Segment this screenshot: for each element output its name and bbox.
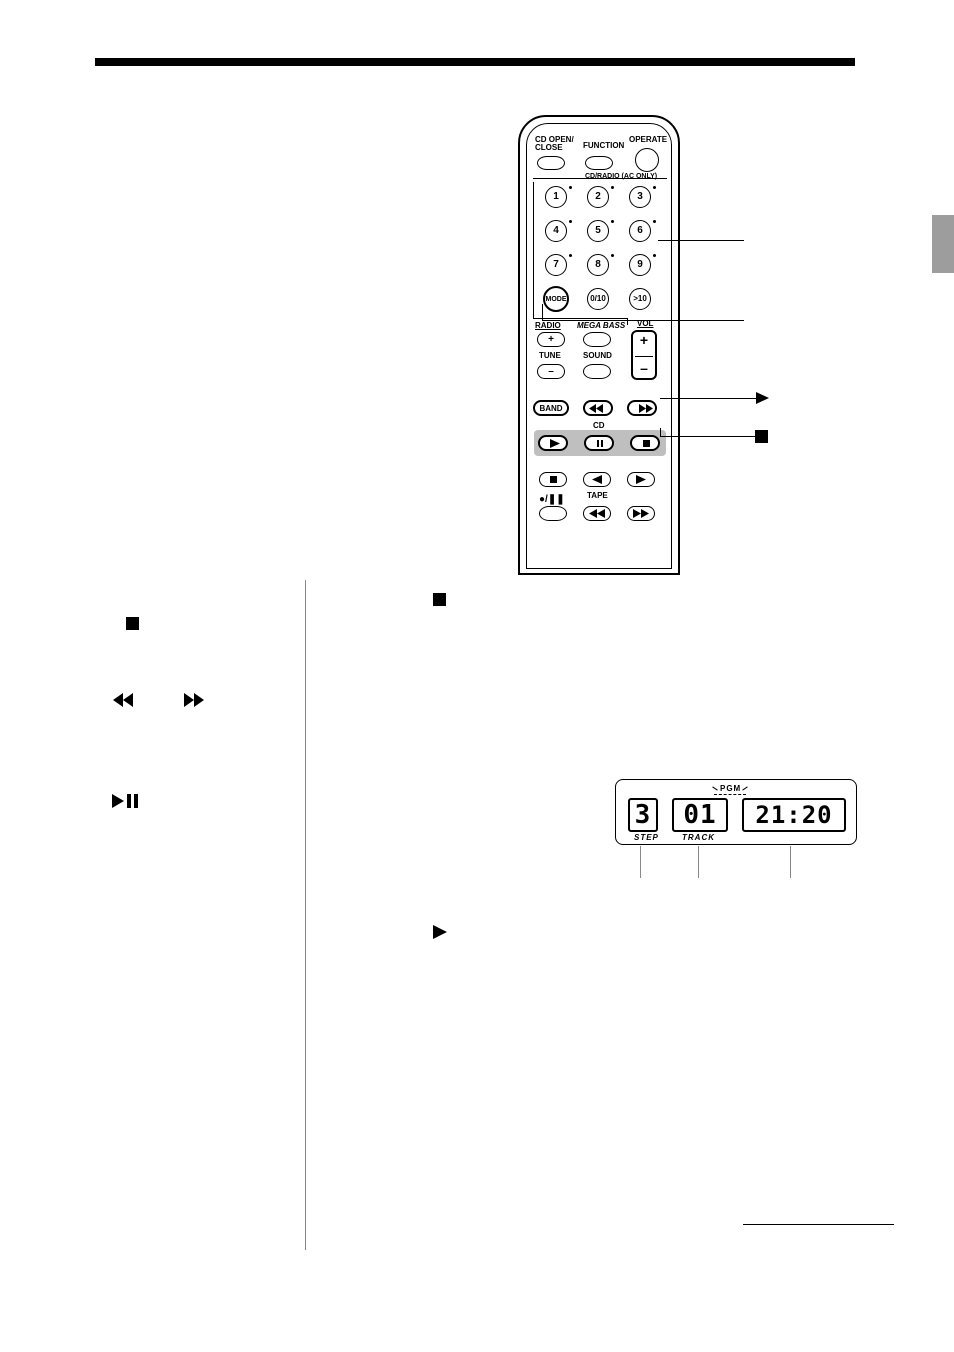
vol-rocker[interactable]: + – xyxy=(631,330,657,380)
band-button[interactable]: BAND xyxy=(533,400,569,416)
leader-transport xyxy=(660,398,758,399)
tape-fwd-arrow-button[interactable] xyxy=(627,472,655,487)
tune-label: TUNE xyxy=(539,352,561,360)
num-2-button[interactable]: 2 xyxy=(587,186,609,208)
remote-control-diagram: CD OPEN/ CLOSE FUNCTION OPERATE CD/RADIO… xyxy=(500,115,700,579)
footer-rule xyxy=(743,1224,894,1225)
radio-label: RADIO xyxy=(535,322,561,330)
tape-rewind-button[interactable] xyxy=(583,506,611,521)
radio-plus-button[interactable]: + xyxy=(537,332,565,347)
leader-numpad xyxy=(658,240,744,241)
cd-open-close-label: CD OPEN/ CLOSE xyxy=(535,136,579,152)
mode-button[interactable]: MODE xyxy=(543,286,569,312)
cd-prev-button[interactable] xyxy=(583,400,613,416)
play-icon-callout xyxy=(754,390,772,406)
rec-pause-icon: ●/❚❚ xyxy=(539,494,565,505)
cd-pause-button[interactable] xyxy=(584,435,614,451)
column-divider xyxy=(305,580,306,1250)
cd-radio-ac-label: CD/RADIO (AC ONLY) xyxy=(585,173,657,180)
num-3-button[interactable]: 3 xyxy=(629,186,651,208)
tape-ffwd-button[interactable] xyxy=(627,506,655,521)
radio-minus-button[interactable]: – xyxy=(537,364,565,379)
vol-plus-label: + xyxy=(633,332,655,348)
cd-open-close-button[interactable] xyxy=(537,156,565,170)
cd-play-button[interactable] xyxy=(538,435,568,451)
num-4-button[interactable]: 4 xyxy=(545,220,567,242)
greater-ten-button[interactable]: >10 xyxy=(629,288,651,310)
vol-label: VOL xyxy=(637,320,653,328)
tape-rew-arrow-button[interactable] xyxy=(583,472,611,487)
body-columns xyxy=(95,580,855,1270)
function-button[interactable] xyxy=(585,156,613,170)
num-6-button[interactable]: 6 xyxy=(629,220,651,242)
operate-label: OPERATE xyxy=(629,136,667,144)
num-5-button[interactable]: 5 xyxy=(587,220,609,242)
tape-section-label: TAPE xyxy=(587,492,608,500)
sound-label: SOUND xyxy=(583,352,612,360)
leader-stop xyxy=(660,436,758,437)
megabass-button[interactable] xyxy=(583,332,611,347)
num-8-button[interactable]: 8 xyxy=(587,254,609,276)
function-label: FUNCTION xyxy=(583,142,624,150)
zero-ten-button[interactable]: 0/10 xyxy=(587,288,609,310)
tape-stop-button[interactable] xyxy=(539,472,567,487)
num-1-button[interactable]: 1 xyxy=(545,186,567,208)
num-7-button[interactable]: 7 xyxy=(545,254,567,276)
megabass-label: MEGA BASS xyxy=(577,322,625,330)
page-side-tab xyxy=(932,215,954,273)
num-9-button[interactable]: 9 xyxy=(629,254,651,276)
cd-next-button[interactable] xyxy=(627,400,657,416)
cd-transport-row xyxy=(534,430,666,456)
cd-stop-button[interactable] xyxy=(630,435,660,451)
leader-mode-v xyxy=(542,304,543,320)
top-horizontal-rule xyxy=(95,58,855,66)
operate-button[interactable] xyxy=(635,148,659,172)
vol-minus-label: – xyxy=(633,358,655,378)
stop-icon-callout xyxy=(754,429,770,445)
leader-mode-h xyxy=(542,320,744,321)
sound-button[interactable] xyxy=(583,364,611,379)
cd-section-label: CD xyxy=(593,422,605,430)
tape-rec-pause-button[interactable] xyxy=(539,506,567,521)
